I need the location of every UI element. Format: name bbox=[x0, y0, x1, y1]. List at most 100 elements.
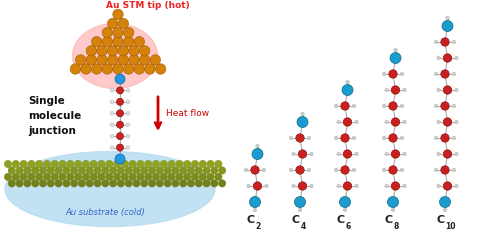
Circle shape bbox=[133, 179, 140, 187]
Circle shape bbox=[116, 133, 124, 140]
Circle shape bbox=[403, 184, 406, 188]
Circle shape bbox=[342, 84, 353, 95]
Circle shape bbox=[12, 160, 20, 168]
Circle shape bbox=[343, 118, 352, 126]
Circle shape bbox=[116, 98, 124, 105]
Circle shape bbox=[352, 136, 356, 140]
Text: Au STM tip (hot): Au STM tip (hot) bbox=[106, 1, 190, 11]
Circle shape bbox=[133, 167, 140, 174]
Circle shape bbox=[183, 160, 191, 168]
Circle shape bbox=[434, 72, 438, 76]
Circle shape bbox=[389, 134, 397, 142]
Circle shape bbox=[400, 168, 404, 172]
Circle shape bbox=[117, 167, 125, 174]
Circle shape bbox=[43, 160, 51, 168]
Circle shape bbox=[296, 166, 304, 174]
Circle shape bbox=[102, 167, 109, 174]
Circle shape bbox=[391, 208, 395, 212]
Circle shape bbox=[195, 167, 203, 174]
Circle shape bbox=[434, 168, 438, 172]
Circle shape bbox=[90, 173, 98, 181]
Circle shape bbox=[86, 46, 97, 56]
Circle shape bbox=[113, 160, 121, 168]
Circle shape bbox=[337, 120, 340, 124]
Circle shape bbox=[289, 168, 293, 172]
Circle shape bbox=[289, 136, 293, 140]
Circle shape bbox=[126, 134, 130, 138]
Text: C: C bbox=[246, 215, 254, 225]
Circle shape bbox=[126, 146, 130, 150]
Circle shape bbox=[59, 160, 67, 168]
Text: 4: 4 bbox=[300, 222, 306, 231]
Circle shape bbox=[134, 64, 144, 74]
Circle shape bbox=[253, 182, 262, 190]
Circle shape bbox=[437, 56, 440, 60]
Text: C: C bbox=[336, 215, 344, 225]
Circle shape bbox=[115, 74, 125, 84]
Circle shape bbox=[452, 40, 456, 44]
Circle shape bbox=[389, 70, 397, 78]
Circle shape bbox=[102, 27, 112, 38]
Circle shape bbox=[343, 208, 347, 212]
Circle shape bbox=[443, 118, 452, 126]
Circle shape bbox=[385, 152, 388, 156]
Circle shape bbox=[35, 160, 43, 168]
Circle shape bbox=[296, 134, 304, 142]
Text: Single
molecule
junction: Single molecule junction bbox=[28, 96, 81, 136]
Text: Heat flow: Heat flow bbox=[166, 110, 209, 118]
Circle shape bbox=[191, 160, 199, 168]
Circle shape bbox=[155, 64, 166, 74]
Circle shape bbox=[47, 167, 55, 174]
Circle shape bbox=[107, 46, 118, 56]
Circle shape bbox=[187, 167, 195, 174]
Circle shape bbox=[385, 88, 388, 92]
Circle shape bbox=[298, 150, 307, 158]
Circle shape bbox=[67, 160, 74, 168]
Circle shape bbox=[164, 179, 172, 187]
Circle shape bbox=[214, 160, 222, 168]
Circle shape bbox=[160, 173, 168, 181]
Circle shape bbox=[211, 179, 218, 187]
Circle shape bbox=[354, 152, 358, 156]
Circle shape bbox=[97, 46, 107, 56]
Ellipse shape bbox=[5, 151, 215, 227]
Circle shape bbox=[434, 136, 438, 140]
Circle shape bbox=[110, 123, 114, 127]
Circle shape bbox=[400, 72, 404, 76]
Circle shape bbox=[16, 167, 23, 174]
Circle shape bbox=[137, 160, 144, 168]
Circle shape bbox=[92, 37, 102, 47]
Circle shape bbox=[141, 179, 148, 187]
Circle shape bbox=[20, 173, 28, 181]
Circle shape bbox=[340, 197, 351, 208]
Circle shape bbox=[455, 56, 458, 60]
Circle shape bbox=[400, 136, 404, 140]
Circle shape bbox=[179, 179, 187, 187]
Circle shape bbox=[207, 160, 214, 168]
Circle shape bbox=[310, 184, 313, 188]
Circle shape bbox=[55, 179, 62, 187]
Circle shape bbox=[211, 167, 218, 174]
Circle shape bbox=[55, 167, 62, 174]
Circle shape bbox=[168, 160, 176, 168]
Circle shape bbox=[446, 16, 449, 20]
Circle shape bbox=[452, 72, 456, 76]
Circle shape bbox=[443, 208, 447, 212]
Circle shape bbox=[389, 102, 397, 110]
Circle shape bbox=[102, 64, 112, 74]
Circle shape bbox=[187, 179, 195, 187]
Circle shape bbox=[164, 167, 172, 174]
Circle shape bbox=[118, 18, 129, 29]
Circle shape bbox=[256, 144, 259, 148]
Circle shape bbox=[160, 160, 168, 168]
Circle shape bbox=[343, 150, 352, 158]
Circle shape bbox=[195, 179, 203, 187]
Circle shape bbox=[437, 88, 440, 92]
Circle shape bbox=[63, 167, 70, 174]
Circle shape bbox=[150, 55, 161, 65]
Circle shape bbox=[137, 173, 144, 181]
Circle shape bbox=[298, 208, 302, 212]
Circle shape bbox=[442, 21, 453, 32]
Circle shape bbox=[352, 104, 356, 108]
Circle shape bbox=[102, 179, 109, 187]
